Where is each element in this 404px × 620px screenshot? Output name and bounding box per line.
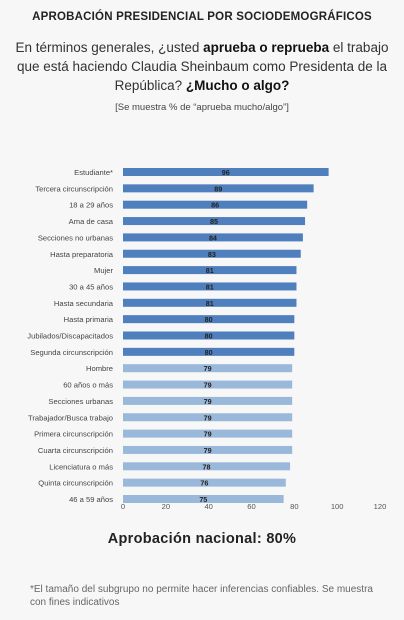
category-label: Quinta circunscripción xyxy=(38,479,113,488)
bar xyxy=(123,331,295,340)
bar xyxy=(123,380,293,389)
category-label: Tercera circunscripción xyxy=(35,184,113,193)
question-emphasis-1: aprueba o reprueba xyxy=(203,40,330,55)
category-label: Trabajador/Busca trabajo xyxy=(28,413,113,422)
question-text-2: el trabajo que está haciendo Claudia She… xyxy=(17,40,389,93)
data-label: 79 xyxy=(204,446,212,455)
category-label: Secciones urbanas xyxy=(48,397,113,406)
bar xyxy=(123,184,314,193)
category-label: Primera circunscripción xyxy=(34,430,113,439)
category-label: Segunda circunscripción xyxy=(30,348,113,357)
bar xyxy=(123,347,295,356)
category-label: Licenciatura o más xyxy=(49,462,113,471)
bar-chart: Estudiante* 96 Tercera circunscripción 89 18… xyxy=(27,168,387,511)
bar xyxy=(123,298,297,307)
category-label: 46 a 59 años xyxy=(69,495,113,504)
bar xyxy=(123,445,293,454)
national-approval: Aprobación nacional: 80% xyxy=(107,531,297,547)
data-label: 79 xyxy=(204,430,212,439)
bar xyxy=(123,495,284,503)
bar xyxy=(123,217,306,226)
bar xyxy=(123,462,291,471)
data-label: 81 xyxy=(206,266,214,275)
bar xyxy=(123,413,293,422)
data-label: 75 xyxy=(199,495,207,504)
data-label: 80 xyxy=(205,315,213,324)
category-label: Jubilados/Discapacitados xyxy=(27,332,113,341)
x-tick-label: 60 xyxy=(247,502,255,511)
data-label: 96 xyxy=(222,168,230,177)
bar xyxy=(123,266,297,275)
bar xyxy=(123,200,308,209)
bar xyxy=(123,233,303,242)
data-label: 84 xyxy=(209,233,217,242)
bar xyxy=(123,168,329,176)
data-label: 76 xyxy=(200,479,208,488)
data-label: 80 xyxy=(205,348,213,357)
x-tick-label: 100 xyxy=(331,502,344,511)
x-tick-label: 40 xyxy=(204,502,212,511)
x-tick-label: 0 xyxy=(121,502,125,511)
bar xyxy=(123,396,293,405)
data-label: 78 xyxy=(203,462,211,471)
data-label: 86 xyxy=(211,201,219,210)
category-label: 30 a 45 años xyxy=(69,282,113,291)
category-label: Hasta secundaria xyxy=(54,299,114,308)
data-label: 85 xyxy=(210,217,218,226)
category-label: Hombre xyxy=(86,364,113,373)
category-label: Ama de casa xyxy=(69,217,114,226)
category-label: Secciones no urbanas xyxy=(38,233,113,242)
footnote: *El tamaño del subgrupo no permite hacer… xyxy=(30,584,373,608)
data-label: 83 xyxy=(208,250,216,259)
category-label: Mujer xyxy=(94,266,113,275)
question-text-1: En términos generales, ¿usted xyxy=(15,40,204,55)
bar xyxy=(123,249,301,258)
sample-note: [Se muestra % de “aprueba mucho/algo”] xyxy=(115,102,289,113)
category-label: Cuarta circunscripción xyxy=(38,446,113,455)
category-label: Hasta preparatoria xyxy=(50,250,114,259)
data-label: 89 xyxy=(214,184,222,193)
category-label: 18 a 29 años xyxy=(69,201,113,210)
x-tick-label: 120 xyxy=(374,502,387,511)
survey-question: En términos generales, ¿usted aprueba o … xyxy=(14,38,390,95)
bar xyxy=(123,282,297,291)
bar xyxy=(123,315,295,324)
bar xyxy=(123,364,293,373)
bar xyxy=(123,429,293,438)
bar xyxy=(123,478,286,487)
category-label: Estudiante* xyxy=(74,168,113,177)
question-emphasis-2: ¿Mucho o algo? xyxy=(185,78,290,93)
x-tick-label: 80 xyxy=(290,502,298,511)
data-label: 79 xyxy=(204,413,212,422)
data-label: 79 xyxy=(204,381,212,390)
category-label: 60 años o más xyxy=(63,381,113,390)
data-label: 80 xyxy=(205,332,213,341)
data-label: 79 xyxy=(204,364,212,373)
data-label: 81 xyxy=(206,282,214,291)
chart-title: APROBACIÓN PRESIDENCIAL POR SOCIODEMOGRÁ… xyxy=(32,11,372,23)
category-label: Hasta primaria xyxy=(64,315,114,324)
data-label: 79 xyxy=(204,397,212,406)
data-label: 81 xyxy=(206,299,214,308)
x-tick-label: 20 xyxy=(162,502,170,511)
